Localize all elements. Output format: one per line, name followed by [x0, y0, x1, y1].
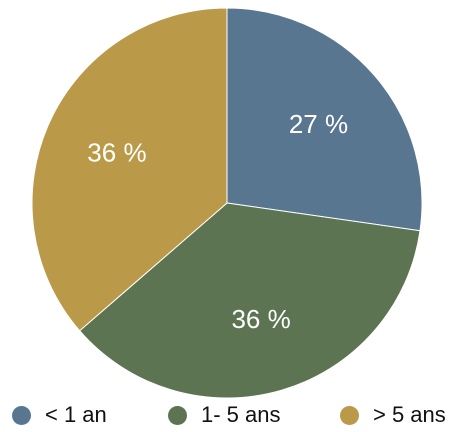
legend-swatch-green — [168, 405, 187, 425]
legend-label: < 1 an — [45, 402, 107, 427]
slice-value-label: 36 % — [87, 138, 146, 168]
legend-swatch-blue — [12, 405, 31, 425]
legend: < 1 an 1- 5 ans > 5 ans — [0, 398, 468, 432]
legend-item-1-5-ans: 1- 5 ans — [168, 398, 281, 432]
slice-value-label: 27 % — [289, 109, 348, 139]
slice-value-label: 36 % — [231, 304, 290, 334]
pie-slice — [31, 7, 228, 332]
legend-label: 1- 5 ans — [201, 402, 281, 427]
legend-item-less-1-an: < 1 an — [12, 398, 107, 432]
pie-slice — [226, 7, 423, 232]
legend-swatch-gold — [340, 405, 359, 425]
pie-slice — [78, 202, 421, 398]
pie-chart: 27 % 36 % 36 % — [31, 7, 423, 398]
legend-label: > 5 ans — [373, 402, 446, 427]
legend-item-more-5-ans: > 5 ans — [340, 398, 446, 432]
